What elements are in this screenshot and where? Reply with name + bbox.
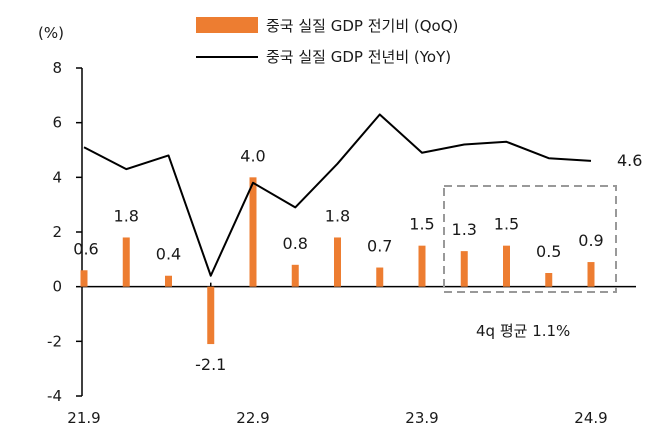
legend-swatch-qoq (196, 17, 258, 33)
y-tick-label: -4 (47, 387, 62, 405)
qoq-data-label: 1.8 (114, 206, 139, 225)
qoq-bar (291, 264, 299, 287)
annotation-text: 4q 평균 1.1% (476, 322, 570, 340)
qoq-data-label: 1.8 (325, 206, 350, 225)
x-tick-label: 24.9 (574, 409, 607, 427)
yoy-end-label: 4.6 (617, 151, 642, 170)
y-tick-label: 0 (52, 278, 62, 296)
x-tick-label: 21.9 (67, 409, 100, 427)
legend-label-qoq: 중국 실질 GDP 전기비 (QoQ) (266, 17, 458, 35)
qoq-bar (376, 267, 384, 287)
qoq-bar (122, 237, 130, 287)
qoq-bar (587, 262, 595, 287)
y-tick-label: 4 (52, 168, 62, 186)
qoq-data-label: 0.5 (536, 242, 561, 261)
qoq-data-label: 0.6 (73, 239, 98, 258)
qoq-bars: 0.6 1.8 0.4 -2.1 4.0 0.8 1.8 0.7 1.5 1.3 1.5 0.5 0.9 (73, 146, 603, 374)
y-tick-label: 8 (52, 59, 62, 77)
yoy-line-group: 4.6 (83, 113, 642, 277)
legend: 중국 실질 GDP 전기비 (QoQ) 중국 실질 GDP 전년비 (YoY) (196, 17, 458, 66)
qoq-data-label: 0.4 (156, 245, 181, 264)
annotation-box (443, 185, 617, 293)
qoq-bar (503, 245, 510, 287)
y-tick-label: 2 (52, 223, 62, 241)
avg-annotation: 4q 평균 1.1% (443, 185, 617, 340)
qoq-data-label: 0.7 (367, 237, 392, 256)
qoq-bar (418, 245, 426, 287)
y-tick-label: 6 (52, 114, 62, 132)
y-unit-label: (%) (38, 24, 64, 42)
qoq-data-label: 0.9 (578, 231, 603, 250)
qoq-bar (165, 275, 172, 287)
y-axis: 8 6 4 2 0 -2 -4 (47, 59, 83, 405)
qoq-bar (545, 273, 553, 287)
qoq-data-label: 1.5 (409, 215, 434, 234)
qoq-data-label: 4.0 (240, 146, 265, 165)
qoq-data-label: 1.3 (452, 220, 477, 239)
qoq-data-label: 1.5 (494, 215, 519, 234)
y-tick-label: -2 (47, 332, 62, 350)
legend-label-yoy: 중국 실질 GDP 전년비 (YoY) (266, 48, 451, 66)
x-axis: 21.9 22.9 23.9 24.9 (67, 282, 636, 427)
qoq-bar (207, 286, 215, 345)
x-tick-label: 23.9 (405, 409, 438, 427)
qoq-bar (249, 177, 257, 287)
qoq-data-label: -2.1 (195, 355, 226, 374)
qoq-data-label: 0.8 (283, 234, 308, 253)
x-tick-label: 22.9 (236, 409, 269, 427)
qoq-bar (460, 251, 468, 287)
qoq-bar (334, 237, 341, 287)
qoq-bar (80, 270, 88, 287)
